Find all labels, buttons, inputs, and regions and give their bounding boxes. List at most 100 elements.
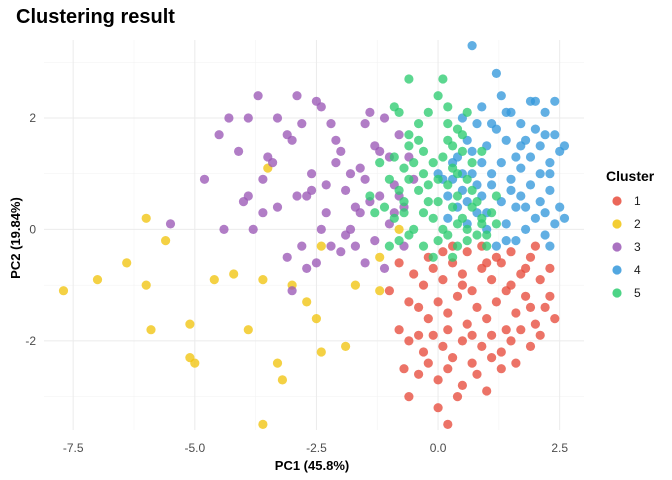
cluster-3-point <box>297 119 307 129</box>
cluster-4-point <box>525 180 536 190</box>
cluster-4-point <box>559 213 570 223</box>
cluster-1-point <box>516 325 526 335</box>
cluster-2-point <box>341 341 351 351</box>
cluster-3-point <box>297 241 307 251</box>
cluster-1-point <box>501 325 511 335</box>
cluster-3-point <box>282 252 292 262</box>
cluster-2-point <box>122 258 132 268</box>
cluster-4-point <box>521 224 531 234</box>
cluster-3-point <box>272 113 283 123</box>
cluster-5-point <box>433 174 443 184</box>
cluster-1-point <box>443 308 453 318</box>
cluster-4-point <box>516 119 526 129</box>
cluster-4-point <box>550 219 560 229</box>
cluster-4-point <box>540 130 550 140</box>
cluster-4-point <box>501 236 511 246</box>
cluster-1-point <box>472 369 482 379</box>
y-tick-label: -2 <box>25 334 36 348</box>
cluster-1-point <box>501 286 511 296</box>
cluster-3-point <box>345 169 356 179</box>
legend-label-2: 2 <box>634 217 641 231</box>
cluster-1-point <box>414 302 424 312</box>
cluster-2-point <box>209 275 219 285</box>
cluster-3-point <box>287 286 297 296</box>
cluster-1-point <box>428 263 438 273</box>
cluster-2-point <box>316 241 326 251</box>
cluster-5-point <box>384 174 394 184</box>
cluster-3-point <box>331 158 341 168</box>
cluster-1-point <box>482 314 492 324</box>
cluster-3-point <box>379 113 390 123</box>
cluster-5-point <box>418 241 429 251</box>
cluster-1-point <box>452 291 463 301</box>
cluster-4-point <box>535 169 545 179</box>
cluster-2-point <box>190 358 200 368</box>
cluster-5-point <box>423 197 433 207</box>
cluster-3-point <box>336 247 346 257</box>
cluster-2-point <box>258 275 268 285</box>
cluster-3-point <box>326 241 336 251</box>
cluster-5-point <box>379 202 390 212</box>
x-tick-label: -5.0 <box>184 441 205 455</box>
cluster-3-point <box>326 119 336 129</box>
cluster-3-point <box>360 174 370 184</box>
cluster-1-point <box>438 341 448 351</box>
cluster-5-point <box>433 236 443 246</box>
cluster-1-point <box>423 358 433 368</box>
cluster-4-point <box>545 158 555 168</box>
cluster-5-point <box>491 219 501 229</box>
cluster-1-point <box>418 280 429 290</box>
cluster-5-point <box>452 169 463 179</box>
cluster-1-point <box>525 252 536 262</box>
legend-label-3: 3 <box>634 240 641 254</box>
cluster-5-point <box>443 230 453 240</box>
legend-key-3 <box>612 242 622 252</box>
cluster-5-point <box>399 197 409 207</box>
cluster-1-point <box>511 308 521 318</box>
y-tick-label: 2 <box>29 111 36 125</box>
cluster-1-point <box>452 392 463 402</box>
cluster-2-point <box>311 314 321 324</box>
cluster-3-point <box>253 91 263 101</box>
cluster-5-point <box>365 191 375 201</box>
cluster-1-point <box>496 347 506 357</box>
cluster-5-point <box>394 236 404 246</box>
cluster-3-point <box>375 191 385 201</box>
cluster-5-point <box>448 252 458 262</box>
cluster-1-point <box>399 364 409 374</box>
cluster-4-point <box>535 197 545 207</box>
cluster-1-point <box>433 375 443 385</box>
cluster-5-point <box>443 180 453 190</box>
cluster-4-point <box>443 191 453 201</box>
legend-label-4: 4 <box>634 263 641 277</box>
cluster-4-point <box>550 96 560 106</box>
legend-key-5 <box>612 288 622 298</box>
cluster-4-point <box>530 96 541 106</box>
cluster-5-point <box>414 119 424 129</box>
cluster-4-point <box>472 119 482 129</box>
cluster-3-point <box>365 107 375 117</box>
cluster-5-point <box>423 180 433 190</box>
cluster-1-point <box>457 269 467 279</box>
x-axis-label: PC1 (45.8%) <box>275 458 349 473</box>
cluster-5-point <box>409 158 419 168</box>
y-tick-label: 0 <box>29 222 36 236</box>
cluster-1-point <box>487 330 497 340</box>
cluster-5-point <box>452 241 463 251</box>
cluster-1-point <box>511 358 521 368</box>
cluster-3-point <box>302 263 312 273</box>
cluster-5-point <box>457 130 467 140</box>
cluster-3-point <box>258 208 268 218</box>
cluster-4-point <box>491 241 501 251</box>
cluster-5-point <box>404 174 414 184</box>
cluster-1-point <box>550 314 560 324</box>
cluster-4-point <box>516 141 526 151</box>
cluster-1-point <box>433 403 443 413</box>
cluster-5-point <box>482 230 492 240</box>
cluster-2-point <box>185 319 195 329</box>
cluster-4-point <box>545 185 555 195</box>
cluster-1-point <box>521 291 531 301</box>
cluster-5-point <box>472 230 482 240</box>
cluster-3-point <box>336 146 346 156</box>
cluster-3-point <box>243 191 253 201</box>
